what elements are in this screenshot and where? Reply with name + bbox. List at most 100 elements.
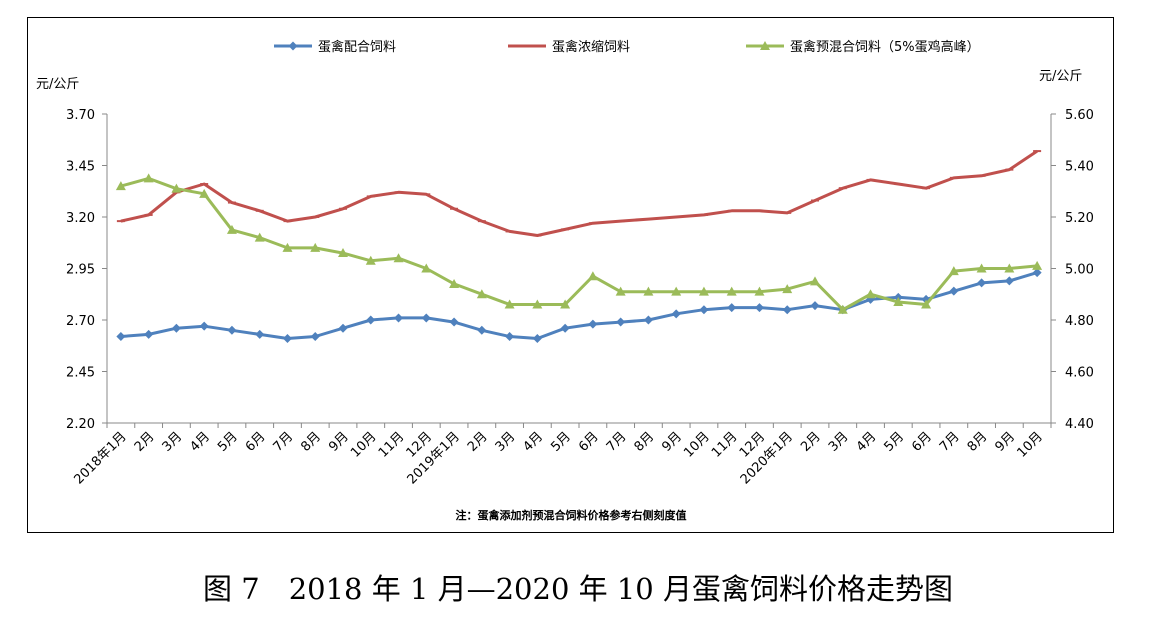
x-tick-label: 2月	[132, 429, 158, 455]
point	[587, 271, 598, 281]
point	[504, 299, 515, 309]
x-tick-label: 5月	[548, 429, 574, 455]
point	[288, 41, 298, 51]
point	[366, 315, 376, 325]
point	[338, 248, 348, 258]
x-tick-label: 2月	[798, 429, 824, 455]
point	[727, 303, 737, 313]
point	[171, 323, 181, 333]
point	[255, 329, 265, 339]
x-tick-label: 5月	[215, 429, 241, 455]
x-tick-label: 3月	[826, 429, 852, 455]
x-tick-label: 7月	[604, 429, 630, 455]
left-tick-label: 2.95	[66, 263, 95, 278]
axes: 2.20 4.40 2.45 4.60 2.70 4.80 2.95 5.00 3.20 5.20…	[66, 108, 1094, 432]
x-tick-label: 7月	[937, 429, 963, 455]
point	[893, 296, 904, 306]
x-tick-label: 11月	[376, 429, 407, 460]
right-axis-unit: 元/公斤	[1039, 69, 1082, 84]
chart-frame: 蛋禽配合饲料 蛋禽浓缩饲料 蛋禽预混合饲料（5%蛋鸡高峰） 元/公斤 元/公斤 2.…	[27, 17, 1114, 533]
point	[1032, 260, 1043, 270]
point	[310, 242, 321, 252]
point	[227, 325, 237, 335]
point	[310, 331, 320, 341]
point	[726, 286, 737, 296]
chart-note: 注：蛋禽添加剂预混合饲料价格参考右侧刻度值	[456, 508, 687, 522]
right-tick-label: 5.40	[1065, 160, 1094, 175]
line-chart: 蛋禽配合饲料 蛋禽浓缩饲料 蛋禽预混合饲料（5%蛋鸡高峰） 元/公斤 元/公斤 2.…	[36, 39, 1094, 522]
left-tick-label: 3.70	[66, 108, 95, 123]
point	[643, 315, 653, 325]
point	[782, 305, 792, 315]
point	[338, 323, 348, 333]
point	[976, 263, 987, 273]
point	[171, 183, 182, 193]
x-tick-label: 3月	[493, 429, 519, 455]
right-tick-label: 4.60	[1065, 366, 1094, 381]
point	[144, 329, 154, 339]
point	[949, 286, 959, 296]
point	[754, 303, 764, 313]
point	[1004, 276, 1014, 286]
left-axis-unit: 元/公斤	[36, 77, 79, 92]
point	[421, 313, 431, 323]
point	[449, 278, 460, 288]
x-tick-label: 8月	[632, 429, 658, 455]
x-tick-label: 4月	[187, 429, 213, 455]
x-tick-label: 6月	[909, 429, 935, 455]
series-layer	[115, 149, 1043, 344]
x-tick-label: 2018年1月	[71, 429, 129, 487]
point	[760, 41, 770, 50]
legend: 蛋禽配合饲料 蛋禽浓缩饲料 蛋禽预混合饲料（5%蛋鸡高峰）	[274, 39, 980, 55]
x-tick-label: 2月	[465, 429, 491, 455]
legend-label: 蛋禽浓缩饲料	[552, 39, 630, 55]
point	[810, 276, 820, 286]
point	[948, 266, 959, 276]
x-tick-label: 11月	[709, 429, 740, 460]
series-line	[120, 176, 1038, 312]
left-tick-label: 3.20	[66, 211, 95, 226]
x-tick-label: 3月	[160, 429, 186, 455]
point	[226, 224, 237, 234]
x-tick-label: 4月	[854, 429, 880, 455]
point	[671, 309, 681, 319]
point	[865, 289, 876, 299]
point	[977, 278, 987, 288]
point	[394, 313, 404, 323]
point	[199, 188, 210, 198]
x-tick-label: 5月	[881, 429, 907, 455]
point	[699, 305, 709, 315]
point	[754, 286, 765, 296]
point	[643, 286, 654, 296]
legend-label: 蛋禽配合饲料	[318, 39, 396, 55]
point	[393, 253, 404, 263]
point	[1032, 268, 1042, 278]
right-tick-label: 4.80	[1065, 314, 1094, 329]
legend-item-2: 蛋禽浓缩饲料	[508, 39, 630, 55]
x-tick-label: 6月	[576, 429, 602, 455]
point	[476, 289, 487, 299]
point	[810, 301, 820, 311]
point	[782, 284, 793, 294]
point	[282, 334, 292, 344]
legend-item-1: 蛋禽配合饲料	[274, 39, 396, 55]
point	[532, 299, 543, 309]
x-tick-label: 8月	[965, 429, 991, 455]
point	[560, 299, 571, 309]
point	[365, 255, 376, 265]
series-2	[116, 149, 1042, 237]
right-tick-label: 5.00	[1065, 263, 1094, 278]
point	[254, 232, 265, 242]
point	[116, 331, 126, 341]
point	[532, 334, 542, 344]
x-tick-label: 7月	[271, 429, 297, 455]
point	[199, 321, 209, 331]
figure-caption: 图 7 2018 年 1 月—2020 年 10 月蛋禽饲料价格走势图	[203, 572, 953, 606]
point	[698, 286, 709, 296]
legend-label: 蛋禽预混合饲料（5%蛋鸡高峰）	[790, 39, 980, 55]
point	[115, 181, 126, 191]
point	[588, 319, 598, 329]
legend-item-3: 蛋禽预混合饲料（5%蛋鸡高峰）	[746, 39, 980, 55]
point	[143, 173, 154, 183]
